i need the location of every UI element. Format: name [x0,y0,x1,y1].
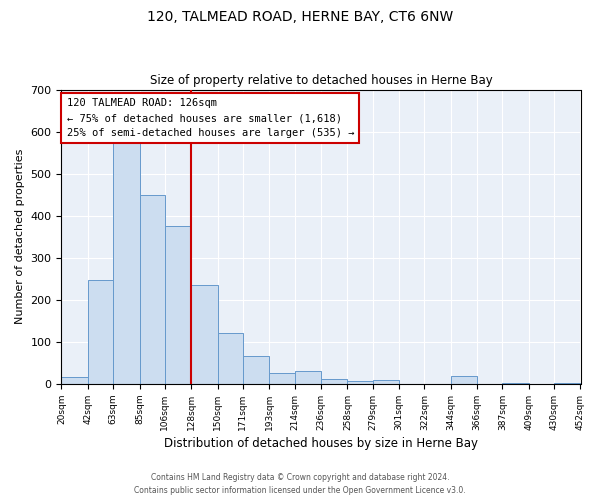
Text: 120, TALMEAD ROAD, HERNE BAY, CT6 6NW: 120, TALMEAD ROAD, HERNE BAY, CT6 6NW [147,10,453,24]
Bar [347,381,373,384]
Bar [243,356,269,384]
Bar [295,372,321,384]
Bar [88,280,113,384]
Bar [61,377,88,384]
Text: Contains HM Land Registry data © Crown copyright and database right 2024.
Contai: Contains HM Land Registry data © Crown c… [134,474,466,495]
Title: Size of property relative to detached houses in Herne Bay: Size of property relative to detached ho… [149,74,493,87]
Bar [451,376,477,384]
Bar [373,380,399,384]
Bar [554,382,580,384]
Bar [113,139,140,384]
Bar [321,379,347,384]
Bar [140,194,165,384]
Bar [269,374,295,384]
Bar [191,284,218,384]
Y-axis label: Number of detached properties: Number of detached properties [15,149,25,324]
Text: 120 TALMEAD ROAD: 126sqm
← 75% of detached houses are smaller (1,618)
25% of sem: 120 TALMEAD ROAD: 126sqm ← 75% of detach… [67,98,354,138]
Bar [502,382,529,384]
Bar [165,226,191,384]
X-axis label: Distribution of detached houses by size in Herne Bay: Distribution of detached houses by size … [164,437,478,450]
Bar [218,334,243,384]
